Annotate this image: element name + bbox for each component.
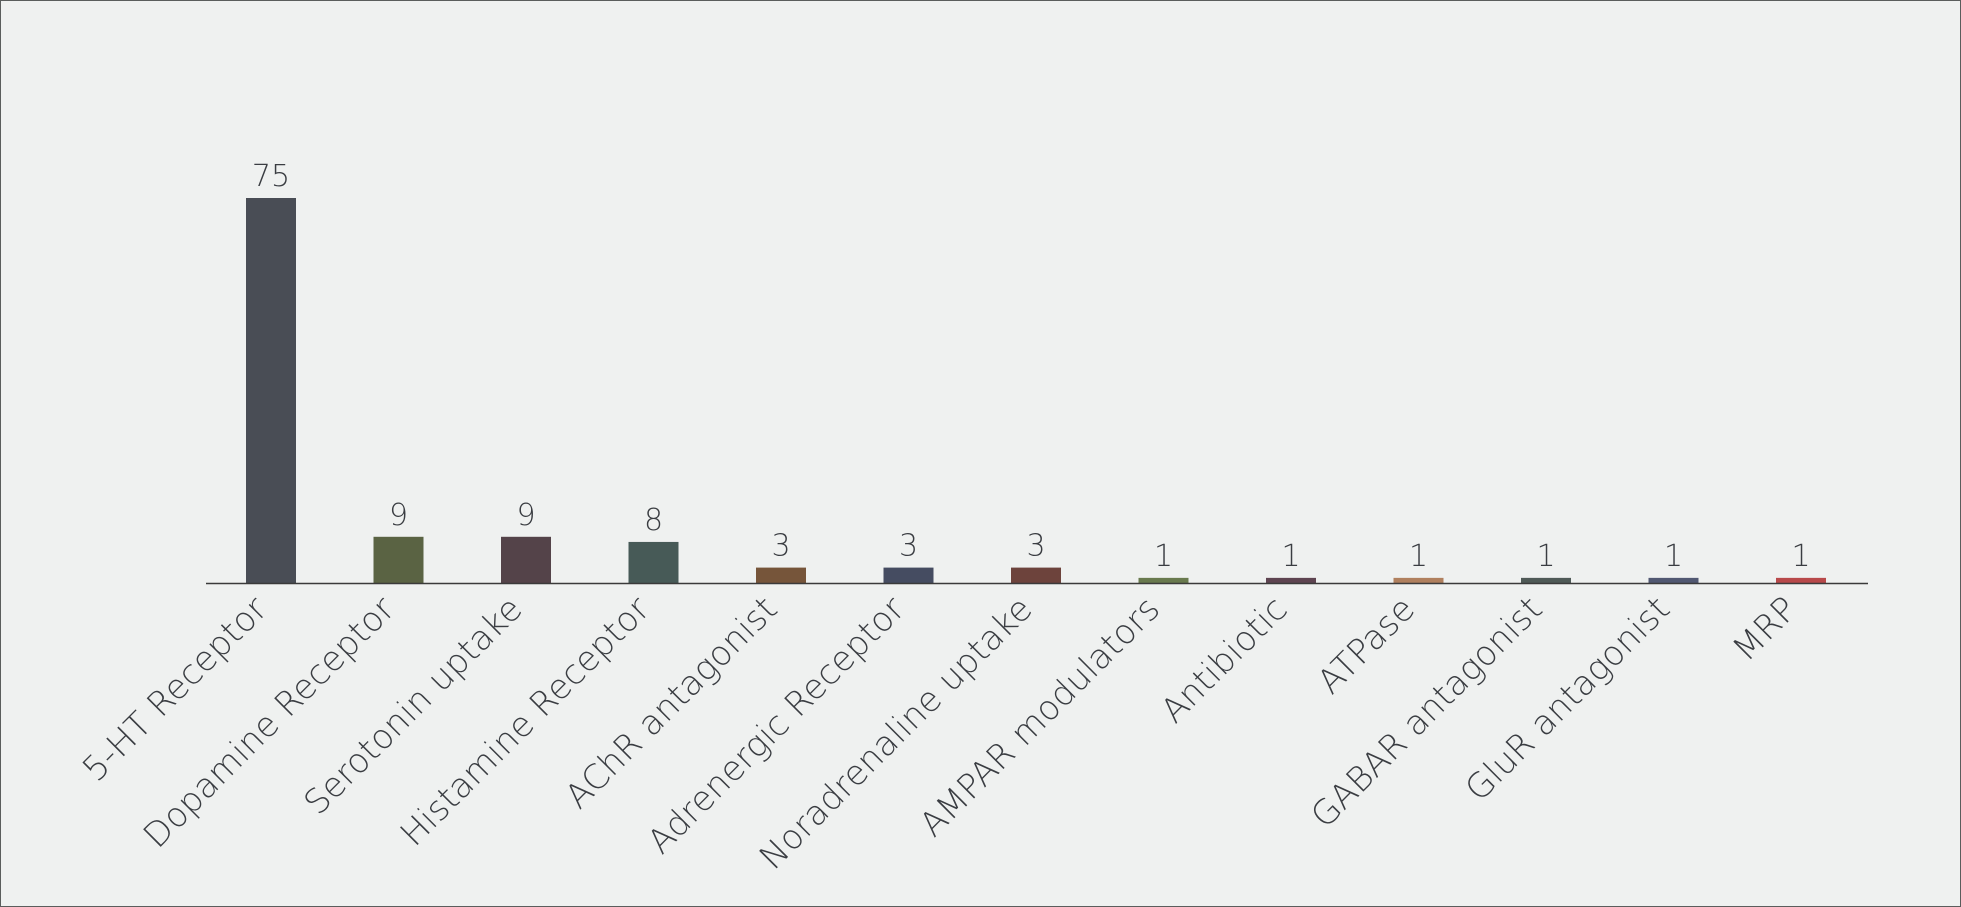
- value-label-achr-antagonist: 3: [771, 529, 790, 564]
- bars-group: [246, 198, 1826, 583]
- category-label-ampar-modulators: AMPAR modulators: [912, 589, 1168, 845]
- bar-5-ht-receptor: [246, 198, 296, 583]
- bar-antibiotic: [1266, 577, 1316, 583]
- value-labels-group: 75 9 9 8 3 3 3 1 1 1 1 1 1: [252, 159, 1811, 574]
- category-label-adrenergic-receptor: Adrenergic Receptor: [640, 589, 913, 862]
- bar-gabar-antagonist: [1521, 577, 1571, 583]
- value-label-antibiotic: 1: [1281, 539, 1300, 574]
- value-label-atpase: 1: [1409, 539, 1428, 574]
- value-label-dopamine-receptor: 9: [389, 498, 408, 533]
- value-label-serotonin-uptake: 9: [516, 498, 535, 533]
- value-label-gabar-antagonist: 1: [1536, 539, 1555, 574]
- category-label-antibiotic: Antibiotic: [1153, 589, 1295, 731]
- bar-achr-antagonist: [756, 567, 806, 583]
- bar-noradrenaline-uptake: [1011, 567, 1061, 583]
- category-label-mrp: MRP: [1725, 589, 1805, 669]
- value-label-glur-antagonist: 1: [1664, 539, 1683, 574]
- value-label-5-ht-receptor: 75: [252, 159, 290, 194]
- category-label-dopamine-receptor: Dopamine Receptor: [136, 589, 403, 856]
- value-label-noradrenaline-uptake: 3: [1026, 529, 1045, 564]
- category-label-serotonin-uptake: Serotonin uptake: [297, 589, 531, 823]
- bar-dopamine-receptor: [373, 536, 424, 583]
- bar-atpase: [1393, 577, 1444, 583]
- category-label-gabar-antagonist: GABAR antagonist: [1303, 589, 1550, 836]
- bar-ampar-modulators: [1138, 577, 1189, 583]
- value-label-histamine-receptor: 8: [644, 503, 663, 538]
- bar-mrp: [1776, 577, 1826, 583]
- bar-adrenergic-receptor: [883, 567, 934, 583]
- bar-serotonin-uptake: [501, 536, 551, 583]
- bar-glur-antagonist: [1648, 577, 1699, 583]
- value-label-ampar-modulators: 1: [1154, 539, 1173, 574]
- value-label-mrp: 1: [1791, 539, 1810, 574]
- category-label-histamine-receptor: Histamine Receptor: [393, 589, 658, 854]
- category-label-atpase: ATPase: [1310, 589, 1423, 702]
- bar-histamine-receptor: [628, 541, 679, 583]
- value-label-adrenergic-receptor: 3: [899, 529, 918, 564]
- category-label-achr-antagonist: AChR antagonist: [558, 589, 786, 817]
